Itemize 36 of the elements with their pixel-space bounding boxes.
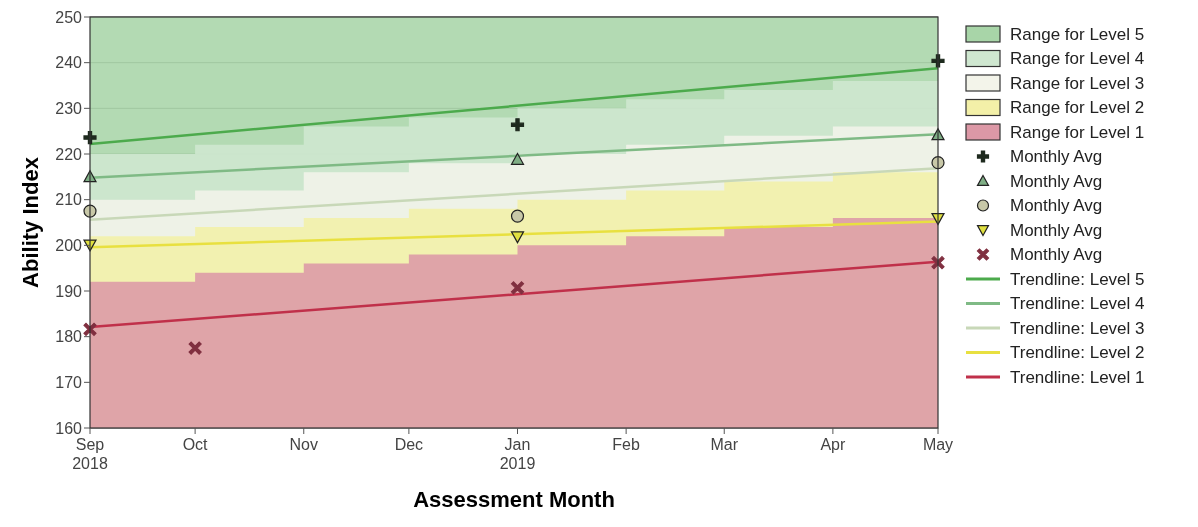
legend-label: Range for Level 2 <box>1010 98 1145 118</box>
legend-label: Range for Level 1 <box>1010 122 1145 142</box>
y-axis-title: Ability Index <box>18 156 43 288</box>
legend-label: Trendline: Level 4 <box>1010 294 1145 314</box>
legend-label: Monthly Avg <box>1010 171 1103 191</box>
y-tick-label: 250 <box>55 8 83 26</box>
legend-label: Trendline: Level 1 <box>1010 367 1145 387</box>
y-tick-label: 180 <box>55 328 83 346</box>
legend-label: Trendline: Level 3 <box>1010 318 1145 338</box>
y-tick-label: 160 <box>55 419 83 437</box>
legend-label: Trendline: Level 2 <box>1010 343 1145 363</box>
legend-label: Monthly Avg <box>1010 220 1103 240</box>
x-tick-label: Dec <box>394 436 424 453</box>
y-tick-label: 220 <box>55 145 83 163</box>
x-tick-label: Nov <box>289 436 318 453</box>
legend-label: Range for Level 3 <box>1010 73 1145 93</box>
legend-label: Monthly Avg <box>1010 147 1103 167</box>
y-tick-label: 240 <box>55 54 83 72</box>
legend-label: Monthly Avg <box>1010 196 1103 216</box>
legend-label: Monthly Avg <box>1010 245 1103 265</box>
legend-label: Range for Level 5 <box>1010 24 1145 44</box>
x-tick-label: Sep 2018 <box>72 436 108 473</box>
x-tick-label: Feb <box>612 436 641 453</box>
y-tick-label: 200 <box>55 236 83 254</box>
y-tick-label: 170 <box>55 373 83 391</box>
legend-label: Trendline: Level 5 <box>1010 269 1145 289</box>
x-tick-label: Oct <box>182 436 209 453</box>
y-tick-label: 190 <box>55 282 83 300</box>
x-tick-label: May <box>922 436 954 453</box>
y-tick-label: 210 <box>55 191 83 209</box>
legend-label: Range for Level 4 <box>1010 49 1145 69</box>
x-tick-label: Jan 2019 <box>499 436 536 473</box>
y-tick-label: 230 <box>55 99 83 117</box>
x-axis-title: Assessment Month <box>413 487 615 512</box>
x-tick-label: Mar <box>710 436 739 453</box>
x-tick-label: Apr <box>820 436 846 453</box>
